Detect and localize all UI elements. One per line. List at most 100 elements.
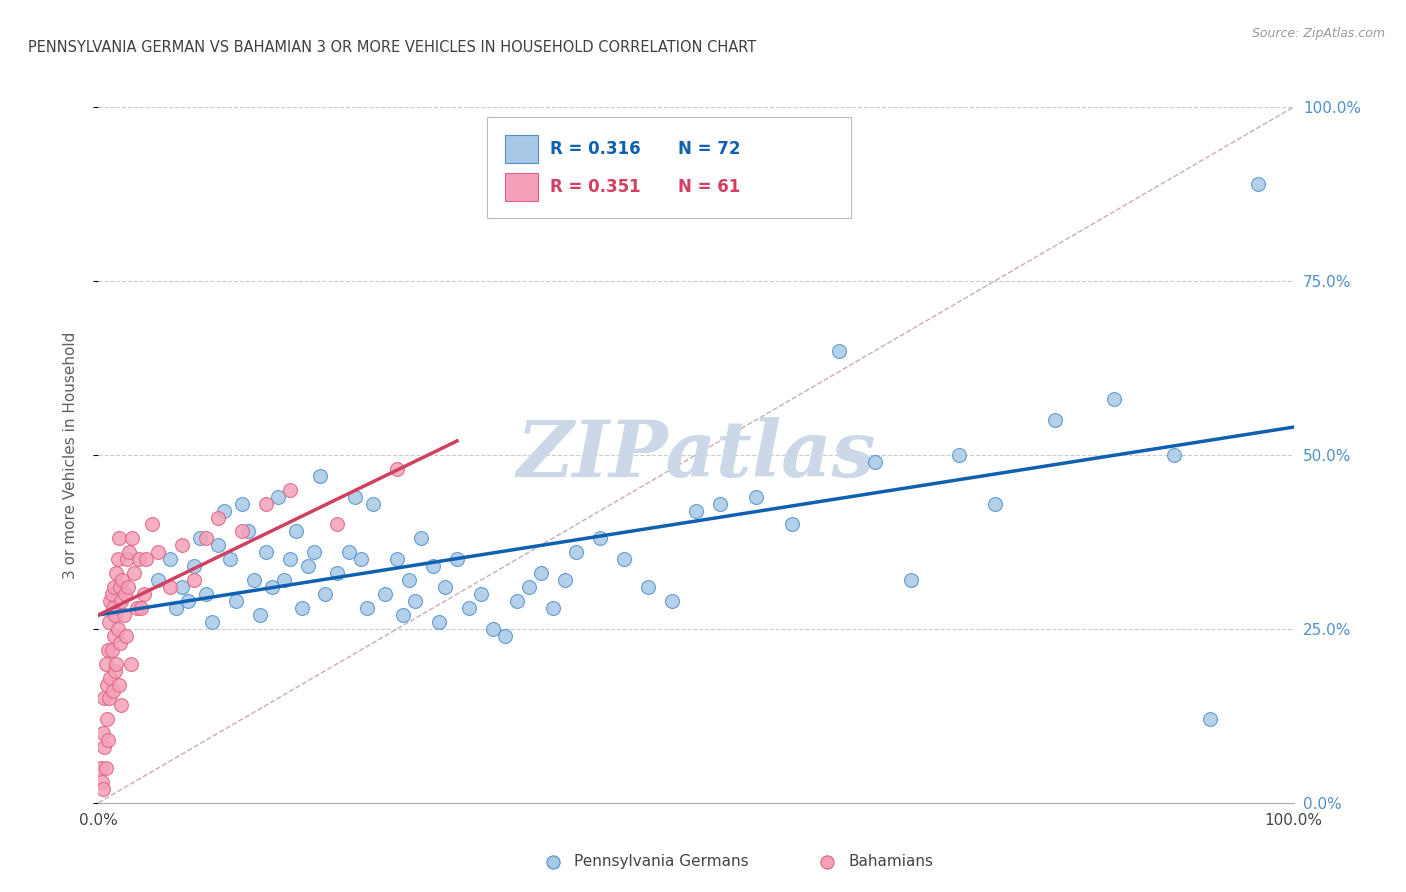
Point [231, 497, 253, 511]
Point [404, 594, 426, 608]
Point [98, 615, 121, 629]
Point [91, 775, 114, 789]
Point [339, 545, 361, 559]
Point [104, 607, 127, 622]
Point [107, 532, 129, 546]
Point [541, 855, 564, 869]
Point [121, 532, 143, 546]
Point [446, 552, 468, 566]
Point [589, 532, 612, 546]
Point [93, 691, 115, 706]
Point [101, 684, 124, 698]
Point [110, 698, 132, 713]
Point [107, 622, 129, 636]
Point [661, 594, 683, 608]
Point [195, 587, 218, 601]
Point [374, 587, 396, 601]
Text: N = 72: N = 72 [678, 140, 741, 158]
Point [93, 740, 115, 755]
Point [207, 538, 229, 552]
Point [148, 545, 170, 559]
Point [398, 573, 420, 587]
Point [865, 455, 887, 469]
Point [219, 552, 242, 566]
Point [96, 677, 118, 691]
Text: Bahamians: Bahamians [849, 855, 934, 870]
Point [236, 524, 259, 539]
Point [427, 615, 450, 629]
Point [105, 566, 128, 581]
Point [105, 657, 128, 671]
Point [107, 552, 129, 566]
FancyBboxPatch shape [505, 135, 538, 162]
Point [100, 587, 122, 601]
Point [308, 468, 330, 483]
Point [392, 607, 415, 622]
Point [326, 517, 349, 532]
Point [411, 532, 433, 546]
Text: R = 0.351: R = 0.351 [550, 178, 641, 196]
Point [172, 538, 194, 552]
Point [98, 671, 122, 685]
Point [115, 552, 138, 566]
Point [112, 607, 135, 622]
Point [434, 580, 457, 594]
Point [249, 607, 271, 622]
Point [107, 677, 129, 691]
Point [90, 761, 112, 775]
Point [172, 580, 194, 594]
Point [243, 573, 266, 587]
Point [278, 552, 301, 566]
Point [159, 580, 181, 594]
Point [91, 781, 114, 796]
Point [183, 573, 205, 587]
Point [131, 601, 153, 615]
Point [481, 622, 505, 636]
Point [385, 552, 409, 566]
Point [114, 587, 136, 601]
Point [530, 566, 553, 581]
Point [96, 712, 118, 726]
FancyBboxPatch shape [486, 118, 852, 219]
Point [98, 594, 122, 608]
Point [344, 490, 367, 504]
Point [207, 510, 229, 524]
Point [385, 462, 409, 476]
Point [1104, 392, 1126, 407]
Point [94, 761, 117, 775]
Point [148, 573, 170, 587]
Point [422, 559, 444, 574]
Point [100, 642, 122, 657]
Point [110, 594, 132, 608]
Point [709, 497, 731, 511]
Point [177, 594, 200, 608]
Point [565, 545, 588, 559]
Text: N = 61: N = 61 [678, 178, 741, 196]
Point [900, 573, 922, 587]
Point [541, 601, 564, 615]
Point [97, 733, 120, 747]
Point [517, 580, 540, 594]
Text: ZIPatlas: ZIPatlas [516, 417, 876, 493]
Point [780, 517, 803, 532]
Point [225, 594, 247, 608]
Point [118, 545, 141, 559]
Point [315, 587, 337, 601]
Point [284, 524, 307, 539]
Point [554, 573, 576, 587]
Point [108, 636, 131, 650]
Point [111, 573, 134, 587]
Point [506, 594, 529, 608]
Point [260, 580, 283, 594]
Point [94, 657, 117, 671]
Point [108, 580, 131, 594]
Point [183, 559, 205, 574]
Point [97, 642, 120, 657]
Point [141, 517, 163, 532]
Point [201, 615, 224, 629]
Point [1163, 448, 1185, 462]
Point [828, 343, 851, 358]
Point [350, 552, 373, 566]
Point [745, 490, 768, 504]
Point [494, 629, 516, 643]
